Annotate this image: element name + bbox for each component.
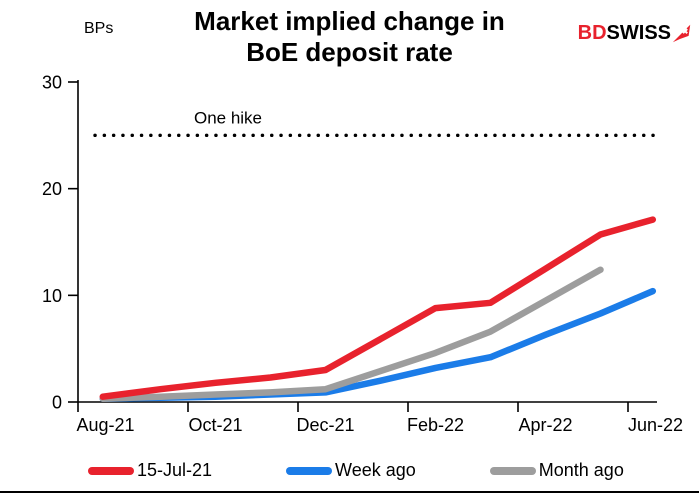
x-tick-label: Jun-22 [628,415,683,435]
y-axis-unit-label: BPs [84,20,114,37]
x-tick-label: Aug-21 [76,415,134,435]
chart-title-line2: BoE deposit rate [246,37,453,67]
one-hike-label: One hike [194,108,262,127]
x-tick-label: Feb-22 [407,415,464,435]
y-tick-label: 20 [42,179,62,199]
x-tick-label: Dec-21 [296,415,354,435]
y-tick-label: 10 [42,286,62,306]
footer-divider [0,491,699,493]
bdswiss-arrow-icon [672,24,691,43]
bdswiss-logo: BD SWISS [578,22,691,45]
x-tick-label: Apr-22 [518,415,572,435]
legend-item-15-jul-21: 15-Jul-21 [88,460,212,481]
legend-label: Month ago [538,460,624,480]
legend-label: 15-Jul-21 [137,460,213,480]
legend-swatch-blue [286,466,333,475]
logo-text-bd: BD [577,22,607,44]
x-tick-label: Oct-21 [188,415,242,435]
series-line-month-ago [99,266,604,403]
legend-label: Week ago [335,460,416,480]
series-line-week-ago [99,287,657,403]
chart-title-line1: Market implied change in [194,6,505,36]
chart-legend: 15-Jul-21 Week ago Month ago [88,460,624,481]
series-line-15-jul-21 [99,216,657,400]
y-tick-label: 30 [42,73,62,93]
y-tick-label: 0 [52,393,62,413]
legend-swatch-gray [489,466,536,475]
legend-item-week-ago: Week ago [286,460,416,481]
legend-swatch-red [88,466,134,475]
logo-text-swiss: SWISS [606,22,671,44]
legend-item-month-ago: Month ago [489,460,624,481]
chart-title: Market implied change in BoE deposit rat… [0,6,699,68]
